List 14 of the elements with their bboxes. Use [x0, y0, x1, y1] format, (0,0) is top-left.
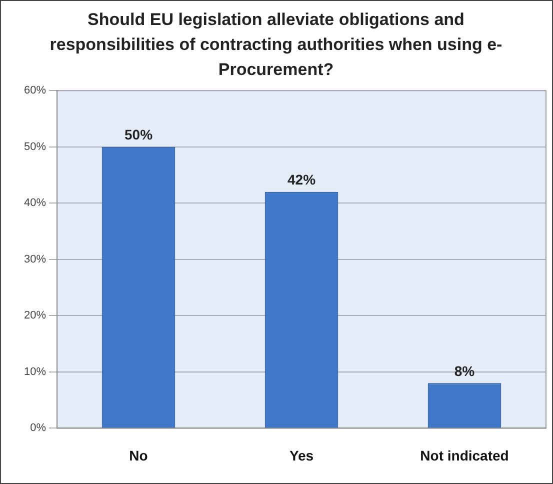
- x-tick-label: Yes: [289, 447, 314, 464]
- y-tick-label: 20%: [24, 310, 46, 322]
- y-tick-label: 30%: [24, 253, 46, 266]
- data-label: 42%: [287, 172, 316, 188]
- data-label: 50%: [124, 126, 154, 143]
- y-tick-label: 0%: [30, 422, 46, 434]
- chart-title: Should EU legislation alleviate obligations and responsibilities of contracting authorities when using e-Procurement?: [48, 9, 504, 81]
- y-tick-label: 50%: [24, 140, 46, 153]
- x-tick-label: No: [129, 447, 148, 464]
- y-tick-label: 40%: [24, 197, 46, 210]
- x-tick-label: Not indicated: [420, 447, 509, 464]
- data-label: 8%: [454, 363, 476, 380]
- y-tick-label: 60%: [24, 84, 46, 97]
- y-tick-label: 10%: [24, 366, 46, 378]
